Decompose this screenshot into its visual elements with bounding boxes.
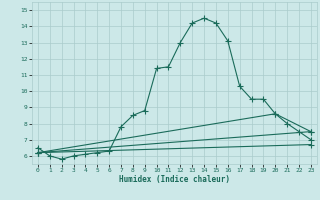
X-axis label: Humidex (Indice chaleur): Humidex (Indice chaleur) [119, 175, 230, 184]
